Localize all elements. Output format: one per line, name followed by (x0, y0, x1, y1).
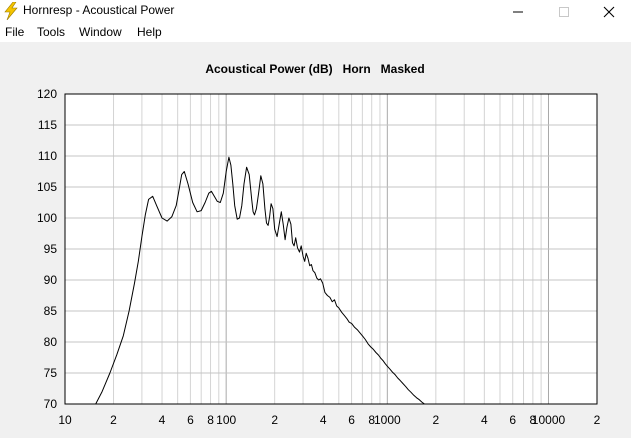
x-tick-label: 2 (110, 413, 117, 427)
series-group (95, 156, 426, 404)
minimize-button[interactable] (495, 0, 541, 22)
x-tick-label: 4 (481, 413, 488, 427)
x-tick-label: 6 (187, 413, 194, 427)
y-tick-label: 85 (44, 304, 58, 318)
menu-window[interactable]: Window (79, 25, 122, 39)
x-tick-label: 10 (58, 413, 72, 427)
menu-file[interactable]: File (5, 25, 25, 39)
x-tick-label: 6 (509, 413, 516, 427)
y-tick-label: 100 (37, 211, 57, 225)
x-tick-label: 6 (348, 413, 355, 427)
window-title: Hornresp - Acoustical Power (23, 3, 175, 17)
y-axis-ticks: 120 115 110 105 100 95 90 85 80 75 70 (37, 87, 57, 411)
maximize-button[interactable] (541, 0, 587, 22)
y-tick-label: 90 (44, 273, 58, 287)
y-tick-label: 70 (44, 397, 58, 411)
y-tick-label: 80 (44, 335, 58, 349)
menu-help[interactable]: Help (137, 25, 162, 39)
acoustical-power-chart: Acoustical Power (dB) Horn Masked 120 115… (37, 62, 601, 427)
y-tick-label: 120 (37, 87, 57, 101)
menu-bar: File Tools Window Help (0, 22, 631, 42)
x-tick-label: 8 (368, 413, 375, 427)
x-tick-label: 2 (271, 413, 278, 427)
power-response-line (95, 156, 426, 404)
plot-frame (64, 93, 598, 405)
minimize-icon (513, 11, 523, 13)
maximize-icon (559, 7, 569, 17)
y-tick-label: 75 (44, 366, 58, 380)
x-tick-label: 8 (207, 413, 214, 427)
x-tick-label: 8 (530, 413, 537, 427)
grid (65, 94, 597, 404)
close-icon (603, 6, 615, 18)
y-tick-label: 110 (38, 149, 57, 163)
x-tick-label: 1000 (374, 413, 401, 427)
x-tick-label: 2 (432, 413, 439, 427)
y-tick-label: 115 (38, 118, 57, 132)
menu-tools[interactable]: Tools (37, 25, 66, 39)
close-button[interactable] (586, 0, 631, 22)
x-tick-label: 4 (320, 413, 327, 427)
y-tick-label: 95 (44, 242, 58, 256)
x-tick-label: 2 (594, 413, 601, 427)
chart-title: Acoustical Power (dB) Horn Masked (205, 62, 424, 76)
lightning-bolt-icon (4, 2, 18, 20)
x-tick-label: 4 (159, 413, 166, 427)
x-tick-label: 100 (216, 413, 236, 427)
title-bar: Hornresp - Acoustical Power (0, 0, 631, 22)
y-tick-label: 105 (37, 180, 57, 194)
x-tick-label: 10000 (532, 413, 566, 427)
